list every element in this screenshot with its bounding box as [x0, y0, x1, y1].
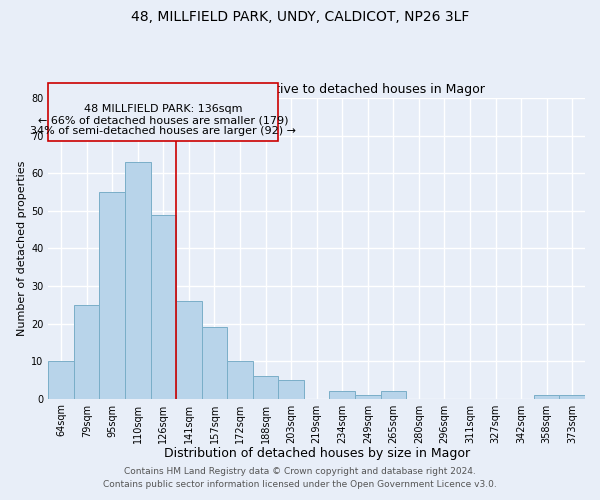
Bar	[355, 395, 380, 398]
Y-axis label: Number of detached properties: Number of detached properties	[17, 160, 27, 336]
Text: 34% of semi-detached houses are larger (92) →: 34% of semi-detached houses are larger (…	[31, 126, 296, 136]
Bar	[125, 162, 151, 398]
Bar	[151, 214, 176, 398]
Bar	[227, 361, 253, 399]
Title: Size of property relative to detached houses in Magor: Size of property relative to detached ho…	[148, 82, 485, 96]
Text: 48 MILLFIELD PARK: 136sqm: 48 MILLFIELD PARK: 136sqm	[84, 104, 242, 114]
Bar	[100, 192, 125, 398]
Bar	[278, 380, 304, 398]
FancyBboxPatch shape	[49, 83, 278, 142]
Bar	[74, 304, 100, 398]
Bar	[176, 301, 202, 398]
Bar	[49, 361, 74, 399]
X-axis label: Distribution of detached houses by size in Magor: Distribution of detached houses by size …	[164, 447, 470, 460]
Bar	[253, 376, 278, 398]
Text: 48, MILLFIELD PARK, UNDY, CALDICOT, NP26 3LF: 48, MILLFIELD PARK, UNDY, CALDICOT, NP26…	[131, 10, 469, 24]
Bar	[329, 391, 355, 398]
Text: Contains HM Land Registry data © Crown copyright and database right 2024.
Contai: Contains HM Land Registry data © Crown c…	[103, 468, 497, 489]
Text: ← 66% of detached houses are smaller (179): ← 66% of detached houses are smaller (17…	[38, 115, 289, 125]
Bar	[559, 395, 585, 398]
Bar	[380, 391, 406, 398]
Bar	[202, 328, 227, 398]
Bar	[534, 395, 559, 398]
